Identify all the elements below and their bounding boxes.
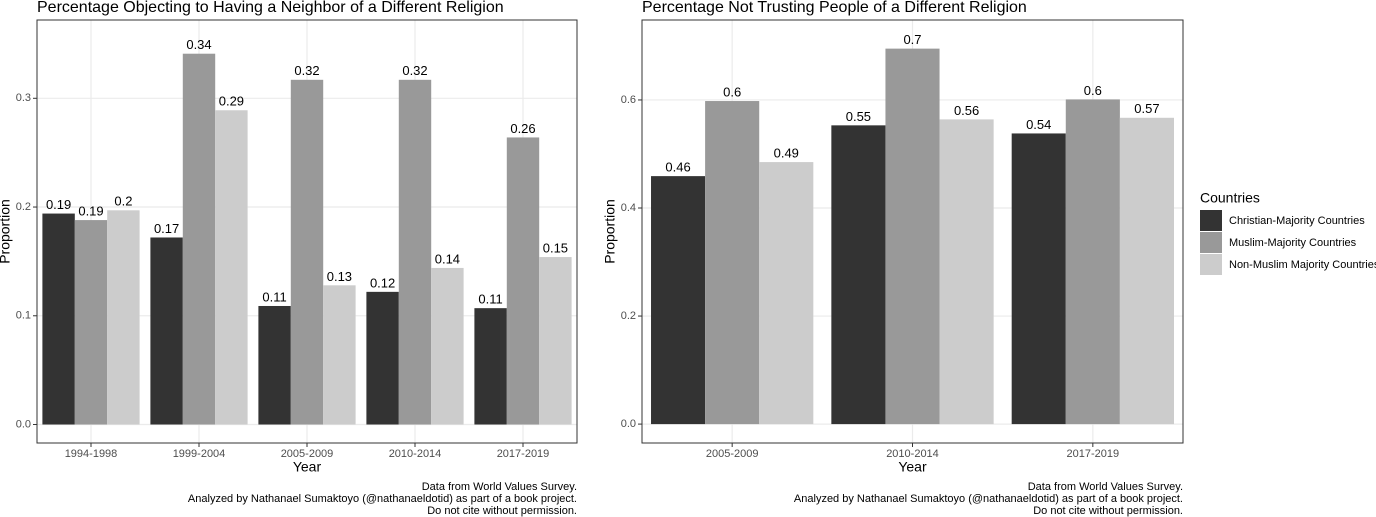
plot-border <box>641 19 1184 444</box>
data-label: 0.2 <box>114 194 132 209</box>
bar <box>182 53 216 425</box>
bar <box>759 162 814 425</box>
data-label: 0.6 <box>1084 83 1102 98</box>
data-label: 0.12 <box>370 275 395 290</box>
caption: Do not cite without permission. <box>427 505 577 517</box>
bar <box>1011 133 1066 425</box>
bar <box>215 110 248 425</box>
bar <box>705 101 760 425</box>
data-label: 0.26 <box>510 121 535 136</box>
legend-key <box>1200 232 1222 253</box>
x-tick-label: 2017-2019 <box>497 448 550 460</box>
bar <box>323 285 356 425</box>
x-tick-label: 2005-2009 <box>281 448 334 460</box>
data-label: 0.56 <box>954 103 979 118</box>
bar <box>939 119 994 425</box>
x-tick-label: 2010-2014 <box>886 448 939 460</box>
bar <box>831 125 886 425</box>
legend-key <box>1200 254 1222 275</box>
legend-label: Christian-Majority Countries <box>1229 215 1365 227</box>
data-label: 0.57 <box>1134 101 1159 116</box>
data-label: 0.46 <box>665 160 690 175</box>
data-label: 0.6 <box>723 84 741 99</box>
y-tick-label: 0.0 <box>621 418 636 430</box>
caption: Analyzed by Nathanael Sumaktoyo (@nathan… <box>188 493 577 505</box>
caption: Analyzed by Nathanael Sumaktoyo (@nathan… <box>794 493 1183 505</box>
data-label: 0.11 <box>262 289 286 304</box>
bar <box>258 305 291 425</box>
bar <box>1119 117 1174 425</box>
y-tick-label: 0.1 <box>16 310 31 322</box>
data-label: 0.15 <box>543 240 568 255</box>
y-axis-title: Proportion <box>0 199 13 264</box>
bar <box>539 257 572 425</box>
data-label: 0.14 <box>435 251 460 266</box>
chart-title: Percentage Not Trusting People of a Diff… <box>642 0 1027 16</box>
legend-label: Muslim-Majority Countries <box>1229 237 1357 249</box>
data-label: 0.32 <box>294 63 319 78</box>
chart-title: Percentage Objecting to Having a Neighbo… <box>37 0 504 16</box>
x-tick-label: 2010-2014 <box>389 448 442 460</box>
bar <box>42 213 75 425</box>
x-tick-label: 2017-2019 <box>1067 448 1120 460</box>
y-tick-label: 0.0 <box>16 418 31 430</box>
x-tick-label: 2005-2009 <box>706 448 759 460</box>
data-label: 0.55 <box>846 109 871 124</box>
data-label: 0.49 <box>774 146 799 161</box>
data-label: 0.11 <box>478 292 502 307</box>
x-tick-label: 1994-1998 <box>65 448 118 460</box>
bar <box>150 237 183 425</box>
bar <box>74 220 108 425</box>
y-tick-label: 0.6 <box>621 94 636 106</box>
bar <box>506 137 540 425</box>
data-label: 0.32 <box>402 63 427 78</box>
bar <box>651 176 706 425</box>
bar <box>885 48 940 425</box>
bar <box>290 79 324 425</box>
x-axis-title: Year <box>898 459 927 475</box>
y-axis-title: Proportion <box>602 199 618 264</box>
data-label: 0.34 <box>186 37 211 52</box>
caption: Data from World Values Survey. <box>1028 481 1183 493</box>
bar <box>107 210 140 425</box>
y-tick-label: 0.3 <box>16 92 31 104</box>
y-tick-label: 0.4 <box>621 202 636 214</box>
plot-border <box>36 19 578 444</box>
data-label: 0.29 <box>219 94 244 109</box>
y-tick-label: 0.2 <box>621 310 636 322</box>
y-tick-label: 0.2 <box>16 201 31 213</box>
legend-title: Countries <box>1200 190 1260 206</box>
caption: Data from World Values Survey. <box>422 481 577 493</box>
x-axis-title: Year <box>293 459 322 475</box>
caption: Do not cite without permission. <box>1033 505 1183 517</box>
x-tick-label: 1999-2004 <box>173 448 226 460</box>
bar <box>1065 99 1120 425</box>
data-label: 0.13 <box>327 269 352 284</box>
legend-key <box>1200 210 1222 231</box>
bar <box>431 267 464 425</box>
data-label: 0.19 <box>78 204 103 219</box>
legend-label: Non-Muslim Majority Countries <box>1229 259 1376 271</box>
bar <box>366 291 399 425</box>
data-label: 0.17 <box>154 221 179 236</box>
bar <box>398 79 432 425</box>
data-label: 0.19 <box>46 197 71 212</box>
bar <box>474 308 507 425</box>
data-label: 0.7 <box>903 32 921 47</box>
data-label: 0.54 <box>1026 117 1051 132</box>
